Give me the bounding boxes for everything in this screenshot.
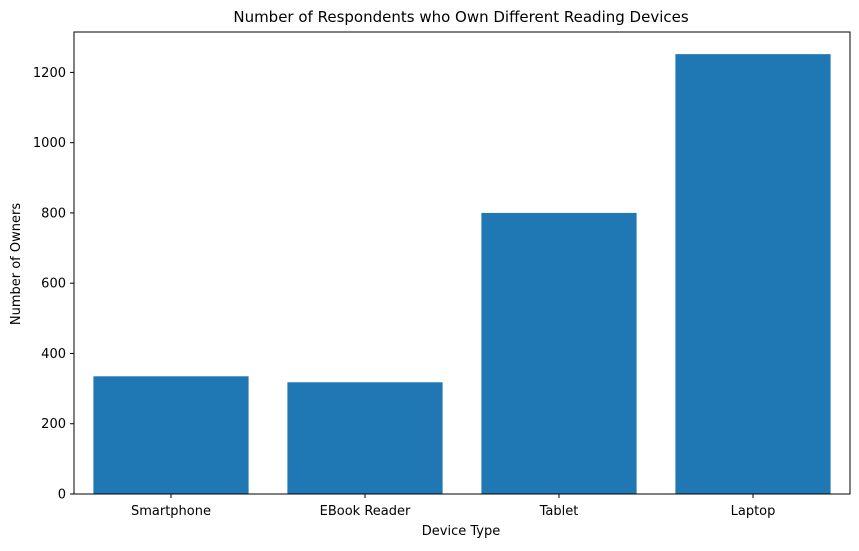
x-tick-label: EBook Reader	[320, 504, 411, 519]
y-tick-label: 400	[41, 347, 66, 362]
bar	[675, 54, 831, 494]
x-tick-label: Tablet	[539, 504, 579, 519]
x-axis-ticks: Smartphone EBook Reader Tablet Laptop	[131, 494, 775, 519]
y-tick-label: 0	[58, 488, 66, 503]
y-axis-ticks: 0 200 400 600 800 1000 1200	[33, 66, 74, 503]
y-tick-label: 800	[41, 206, 66, 221]
y-tick-label: 1200	[33, 66, 66, 81]
x-tick-label: Laptop	[731, 504, 776, 519]
y-tick-label: 200	[41, 417, 66, 432]
y-axis-label: Number of Owners	[9, 203, 24, 325]
bar	[481, 212, 637, 494]
bar	[287, 382, 443, 494]
plot-frame	[73, 31, 851, 495]
y-tick-label: 1000	[33, 136, 66, 151]
bar	[93, 376, 249, 494]
y-tick-label: 600	[41, 277, 66, 292]
x-axis-label: Device Type	[422, 524, 500, 539]
chart-title: Number of Respondents who Own Different …	[233, 8, 688, 26]
x-tick-label: Smartphone	[131, 504, 211, 519]
plot-area: Smartphone EBook Reader Tablet Laptop 0 200 4…	[33, 31, 851, 519]
bars	[93, 54, 831, 494]
